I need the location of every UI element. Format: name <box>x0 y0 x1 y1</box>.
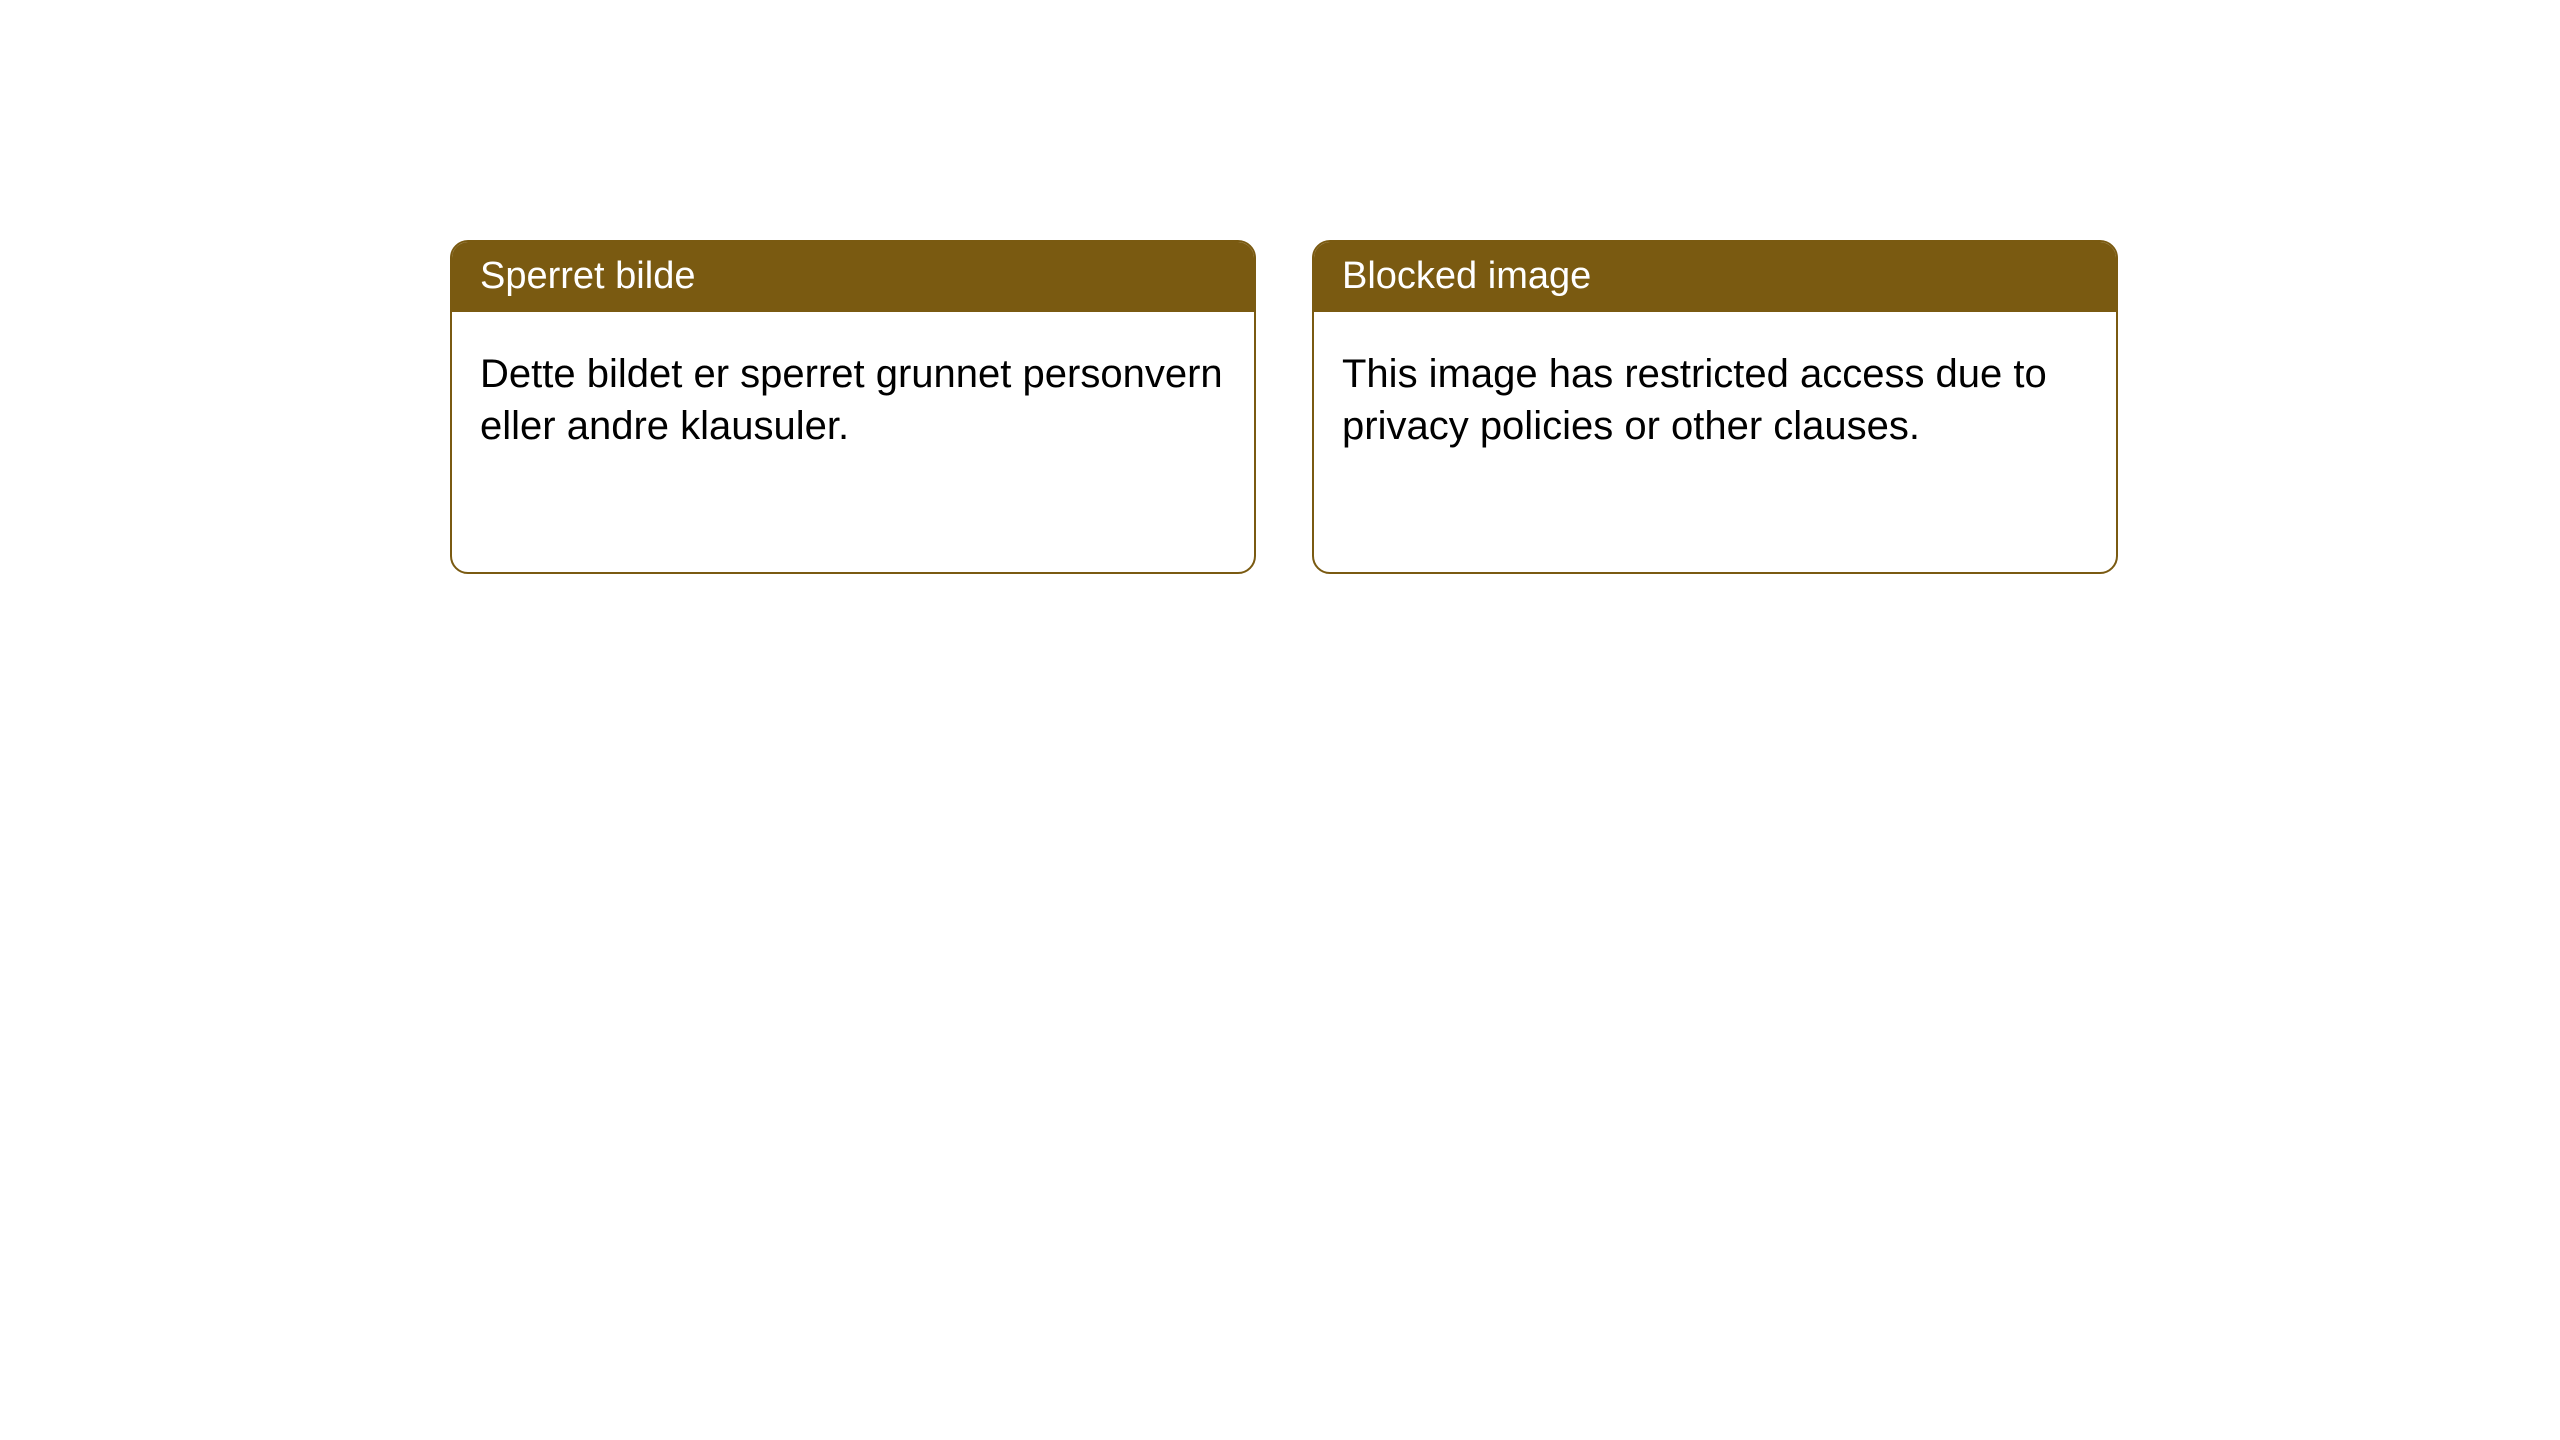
card-title: Blocked image <box>1342 255 1591 297</box>
notice-container: Sperret bilde Dette bildet er sperret gr… <box>450 240 2118 574</box>
notice-card-norwegian: Sperret bilde Dette bildet er sperret gr… <box>450 240 1256 574</box>
card-body: This image has restricted access due to … <box>1314 312 2116 488</box>
card-body-text: Dette bildet er sperret grunnet personve… <box>480 352 1223 448</box>
card-header: Blocked image <box>1314 242 2116 312</box>
notice-card-english: Blocked image This image has restricted … <box>1312 240 2118 574</box>
card-title: Sperret bilde <box>480 255 695 297</box>
card-body: Dette bildet er sperret grunnet personve… <box>452 312 1254 488</box>
card-header: Sperret bilde <box>452 242 1254 312</box>
card-body-text: This image has restricted access due to … <box>1342 352 2047 448</box>
